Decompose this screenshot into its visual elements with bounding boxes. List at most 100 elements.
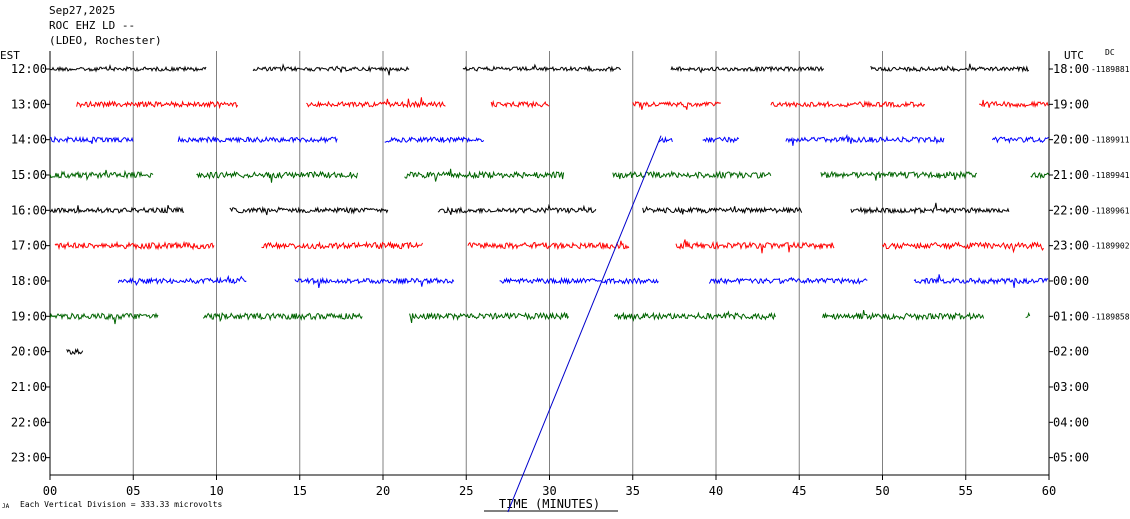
x-tick-label: 05 [126, 484, 140, 498]
trace-segment [49, 64, 207, 73]
trace-segment [612, 170, 772, 180]
trace-segment [437, 203, 597, 215]
dc-offset-label: -1189941 [1091, 171, 1130, 180]
trace-segment [1025, 311, 1031, 319]
dc-offset-label: -1189858 [1091, 312, 1130, 321]
station-label: ROC EHZ LD -- [49, 19, 136, 32]
est-time-label: 13:00 [11, 97, 47, 111]
trace-segment [49, 205, 185, 214]
est-time-label: 15:00 [11, 168, 47, 182]
est-time-label: 23:00 [11, 451, 47, 465]
dc-offset-label: -1189881 [1091, 65, 1130, 74]
logo-mark: JA [2, 503, 10, 510]
scale-text: Each Vertical Division = 333.33 microvol… [20, 500, 223, 509]
trace-segment [306, 97, 446, 109]
trace-segment [770, 100, 926, 109]
trace-segment [117, 274, 247, 287]
est-time-label: 20:00 [11, 345, 47, 359]
est-time-label: 14:00 [11, 133, 47, 147]
trace-segment [658, 135, 673, 143]
dc-offset-label: -1189902 [1091, 242, 1130, 251]
x-tick-label: 20 [376, 484, 390, 498]
trace-segment [991, 136, 1049, 145]
trace-segment [76, 99, 239, 110]
est-time-label: 21:00 [11, 380, 47, 394]
trace-segment [913, 274, 1049, 288]
trace-segment [49, 169, 154, 181]
trace-segment [49, 135, 134, 144]
dc-offset-label: -1189961 [1091, 206, 1130, 215]
x-tick-label: 25 [459, 484, 473, 498]
trace-segment [979, 99, 1049, 109]
utc-time-label: 21:00 [1053, 168, 1089, 182]
x-axis-title: TIME (MINUTES) [499, 497, 600, 511]
trace-segment [785, 133, 945, 146]
utc-time-label: 00:00 [1053, 274, 1089, 288]
x-tick-label: 15 [293, 484, 307, 498]
trace-segment [613, 310, 776, 322]
trace-segment [675, 239, 835, 254]
trace-segment [708, 276, 868, 286]
utc-time-label: 04:00 [1053, 415, 1089, 429]
trace-segment [177, 135, 338, 145]
trace-segment [409, 311, 570, 323]
trace-segment [261, 240, 423, 250]
est-time-label: 12:00 [11, 62, 47, 76]
x-tick-label: 45 [792, 484, 806, 498]
trace-segment [822, 309, 985, 321]
trace-segment [384, 136, 485, 144]
trace-segment [642, 205, 803, 215]
est-time-label: 16:00 [11, 203, 47, 217]
x-tick-label: 30 [542, 484, 556, 498]
est-time-label: 22:00 [11, 415, 47, 429]
utc-time-label: 03:00 [1053, 380, 1089, 394]
utc-time-label: 22:00 [1053, 203, 1089, 217]
trace-segment [294, 276, 455, 289]
x-tick-label: 55 [959, 484, 973, 498]
trace-segment [196, 170, 358, 183]
trace-segment [1030, 171, 1050, 180]
trace-segment [882, 241, 1044, 254]
x-tick-label: 50 [875, 484, 889, 498]
trace-segment [702, 136, 740, 144]
date-label: Sep27,2025 [49, 4, 116, 17]
trace-segment [202, 312, 363, 323]
utc-time-label: 19:00 [1053, 97, 1089, 111]
x-tick-label: 35 [626, 484, 640, 498]
network-label: (LDEO, Rochester) [49, 34, 162, 47]
est-time-label: 17:00 [11, 239, 47, 253]
trace-segment [670, 65, 825, 74]
est-time-label: 19:00 [11, 309, 47, 323]
est-time-label: 18:00 [11, 274, 47, 288]
trace-segment [462, 63, 622, 73]
trace-segment [632, 100, 721, 110]
x-tick-label: 00 [43, 484, 57, 498]
utc-time-label: 05:00 [1053, 451, 1089, 465]
utc-time-label: 01:00 [1053, 309, 1089, 323]
est-zone-label: EST [0, 49, 20, 62]
trace-segment [467, 240, 630, 251]
utc-zone-label: UTC [1064, 49, 1084, 62]
trace-segment [820, 170, 977, 181]
diagonal-marker-line [507, 135, 662, 513]
utc-time-label: 23:00 [1053, 239, 1089, 253]
x-tick-label: 10 [209, 484, 223, 498]
utc-time-label: 18:00 [1053, 62, 1089, 76]
utc-time-label: 20:00 [1053, 133, 1089, 147]
trace-segment [499, 276, 659, 286]
dc-label: DC [1105, 48, 1115, 57]
x-tick-label: 40 [709, 484, 723, 498]
trace-segment [252, 63, 410, 76]
trace-segment [66, 347, 84, 355]
trace-segment [54, 240, 215, 251]
dc-offset-label: -1189911 [1091, 136, 1130, 145]
utc-time-label: 02:00 [1053, 345, 1089, 359]
trace-segment [490, 99, 550, 109]
trace-segment [229, 205, 389, 216]
x-tick-label: 60 [1042, 484, 1056, 498]
trace-segment [850, 202, 1010, 215]
trace-segment [870, 63, 1030, 73]
trace-segment [49, 312, 159, 325]
trace-segment [404, 168, 565, 182]
